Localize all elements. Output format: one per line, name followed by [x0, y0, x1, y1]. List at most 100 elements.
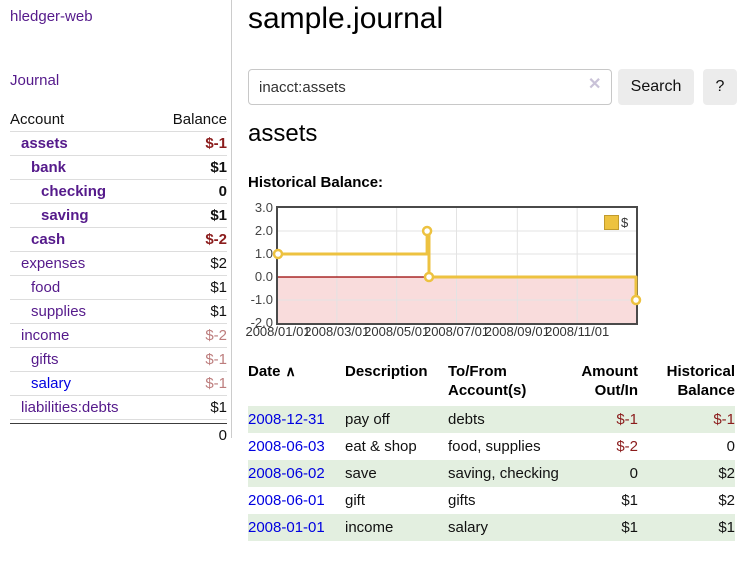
register-amount: $-2: [616, 438, 638, 455]
search-input[interactable]: [248, 69, 612, 105]
account-link[interactable]: cash: [31, 231, 66, 248]
accounts-table-header: Account Balance: [10, 108, 227, 131]
sidebar: hledger-web Journal Account Balance asse…: [0, 0, 232, 444]
register-amount: $1: [621, 492, 638, 509]
legend-label: $: [621, 215, 629, 230]
brand-link[interactable]: hledger-web: [10, 8, 93, 25]
register-amount: 0: [629, 465, 638, 482]
sidebar-item-journal[interactable]: Journal: [10, 72, 60, 89]
account-row: checking 0: [10, 179, 227, 203]
account-link[interactable]: saving: [41, 207, 89, 224]
register-accounts: gifts: [448, 492, 476, 509]
x-axis-tick-label: 2008/01/01: [245, 324, 311, 339]
register-accounts: food, supplies: [448, 438, 541, 455]
register-balance: $1: [718, 519, 735, 536]
y-axis-tick-label: 2.0: [254, 223, 273, 238]
accounts-table-body: assets $-1 bank $1 checking 0 saving $1 cash $-2 e…: [10, 131, 227, 419]
register-description: save: [345, 465, 377, 482]
account-row: assets $-1: [10, 131, 227, 155]
x-axis-tick-label: 2008/07/01: [423, 324, 490, 339]
account-balance: $1: [210, 303, 227, 320]
account-row: expenses $2: [10, 251, 227, 275]
account-balance: $1: [210, 399, 227, 416]
account-balance: $-1: [205, 135, 227, 152]
chart-legend: $: [604, 215, 628, 230]
help-button[interactable]: ?: [703, 69, 737, 105]
account-balance: $-1: [205, 351, 227, 368]
account-link[interactable]: supplies: [31, 303, 87, 320]
account-row: food $1: [10, 275, 227, 299]
balance-chart-plot: [272, 206, 642, 325]
x-axis-tick-label: 2008/09/01: [484, 324, 550, 339]
register-date-link[interactable]: 2008-01-01: [248, 519, 325, 536]
register-description: pay off: [345, 411, 390, 428]
x-axis-tick-label: 2008/03/01: [304, 324, 370, 339]
register-description: eat & shop: [345, 438, 417, 455]
account-row: liabilities:debts $1: [10, 395, 227, 419]
register-column-header[interactable]: Date ∧: [248, 363, 296, 380]
register-description: gift: [345, 492, 366, 509]
account-link[interactable]: checking: [41, 183, 107, 200]
account-link[interactable]: gifts: [31, 351, 59, 368]
account-balance: $-2: [205, 327, 227, 344]
clear-search-icon[interactable]: ✕: [588, 76, 602, 93]
register-date-link[interactable]: 2008-06-03: [248, 438, 325, 455]
accounts-total-row: 0: [10, 419, 227, 447]
register-balance: $-1: [713, 411, 735, 428]
account-link[interactable]: income: [21, 327, 70, 344]
y-axis-tick-label: 3.0: [254, 200, 273, 215]
register-date-link[interactable]: 2008-06-01: [248, 492, 325, 509]
register-accounts: salary: [448, 519, 489, 536]
chart-title: Historical Balance:: [248, 174, 384, 191]
legend-swatch-icon: [604, 215, 619, 230]
y-axis-tick-label: -2.0: [250, 315, 273, 330]
account-balance: $-2: [205, 231, 227, 248]
register-balance: 0: [726, 438, 735, 455]
register-body: 2008-12-31 pay off debts $-1 $-1 2008-06-03 ea…: [248, 406, 735, 541]
account-row: saving $1: [10, 203, 227, 227]
register-row: 2008-12-31 pay off debts $-1 $-1: [248, 406, 735, 433]
y-axis-tick-label: 0.0: [254, 269, 273, 284]
account-link[interactable]: assets: [21, 135, 68, 152]
register-column-header: Description: [345, 363, 428, 380]
account-row: cash $-2: [10, 227, 227, 251]
register-row: 2008-01-01 income salary $1 $1: [248, 514, 735, 541]
register-table: Date ∧ Description To/From Account(s) Amount…: [248, 360, 735, 541]
register-date-link[interactable]: 2008-12-31: [248, 411, 325, 428]
accounts-col-account: Account: [10, 111, 65, 128]
account-row: salary $-1: [10, 371, 227, 395]
register-row: 2008-06-02 save saving, checking 0 $2: [248, 460, 735, 487]
register-column-header: Historical Balance: [666, 363, 735, 399]
register-balance: $2: [718, 465, 735, 482]
account-link[interactable]: food: [31, 279, 61, 296]
account-row: gifts $-1: [10, 347, 227, 371]
register-header: Date ∧ Description To/From Account(s) Amount…: [248, 360, 735, 406]
account-balance: $1: [210, 207, 227, 224]
account-row: supplies $1: [10, 299, 227, 323]
register-date-link[interactable]: 2008-06-02: [248, 465, 325, 482]
y-axis-tick-label: 1.0: [254, 246, 273, 261]
register-accounts: saving, checking: [448, 465, 559, 482]
register-description: income: [345, 519, 394, 536]
register-amount: $-1: [616, 411, 638, 428]
account-link[interactable]: salary: [31, 375, 72, 392]
page-title: sample.journal: [248, 2, 444, 35]
register-row: 2008-06-03 eat & shop food, supplies $-2 0: [248, 433, 735, 460]
x-axis-tick-label: 2008/11/01: [545, 324, 610, 339]
account-balance: $-1: [205, 375, 227, 392]
account-link[interactable]: liabilities:debts: [21, 399, 119, 416]
account-row: income $-2: [10, 323, 227, 347]
main-content: sample.journal ✕ Search ? assets Histori…: [245, 0, 738, 582]
account-link[interactable]: expenses: [21, 255, 86, 272]
account-heading: assets: [248, 120, 318, 147]
register-amount: $1: [621, 519, 638, 536]
account-balance: $1: [210, 279, 227, 296]
register-column-header: Amount Out/In: [581, 363, 638, 399]
register-balance: $2: [718, 492, 735, 509]
accounts-total-value: 0: [218, 427, 227, 444]
search-button[interactable]: Search: [618, 69, 694, 105]
accounts-table: Account Balance assets $-1 bank $1 checking 0…: [10, 108, 227, 447]
x-axis-tick-label: 2008/05/01: [364, 324, 430, 339]
account-balance: 0: [218, 183, 227, 200]
account-link[interactable]: bank: [31, 159, 67, 176]
